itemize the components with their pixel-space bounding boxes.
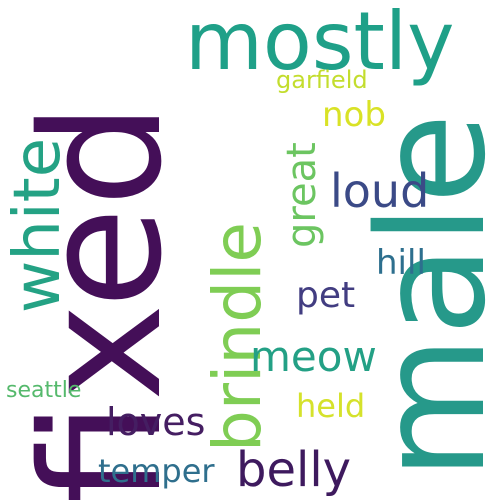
word-pet: pet [296, 275, 356, 316]
word-seattle: seattle [6, 378, 82, 403]
word-great: great [279, 142, 325, 248]
word-held: held [296, 387, 366, 425]
word-temper: temper [98, 452, 215, 490]
word-hill: hill [376, 243, 426, 283]
word-loves: loves [106, 400, 206, 444]
word-mostly: mostly [185, 0, 455, 88]
word-nob: nob [322, 95, 386, 135]
word-meow: meow [250, 332, 377, 381]
word-white: white [1, 137, 75, 313]
word-garfield: garfield [276, 66, 368, 94]
word-belly: belly [236, 442, 352, 498]
word-loud: loud [330, 164, 430, 218]
